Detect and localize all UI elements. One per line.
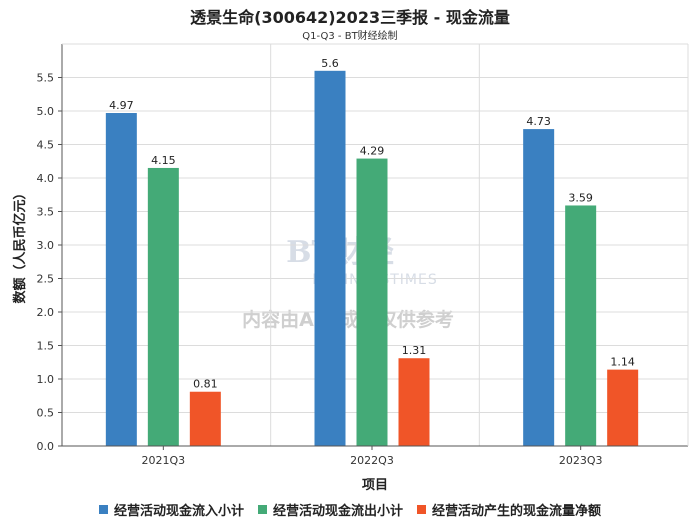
data-label-2022Q3-s1: 4.29 — [360, 145, 385, 158]
x-tick-label: 2022Q3 — [350, 454, 394, 467]
bar-2023Q3-s1 — [565, 205, 597, 446]
y-tick-label: 1.5 — [37, 340, 55, 353]
data-label-2021Q3-s0: 4.97 — [109, 99, 134, 112]
y-tick-label: 0.0 — [37, 440, 55, 453]
watermark-notice: 内容由AI生成，仅供参考 — [242, 308, 454, 331]
legend-swatch-inflow — [98, 505, 108, 514]
data-label-2021Q3-s1: 4.15 — [151, 154, 176, 167]
bar-2022Q3-s1 — [356, 158, 388, 446]
bar-2021Q3-s2 — [189, 391, 221, 446]
chart-title: 透景生命(300642)2023三季报 - 现金流量 — [190, 8, 510, 27]
legend-swatch-net — [417, 505, 426, 514]
y-tick-label: 2.0 — [37, 306, 55, 319]
bar-2023Q3-s0 — [523, 129, 555, 446]
bar-2023Q3-s2 — [607, 369, 639, 446]
data-label-2021Q3-s2: 0.81 — [193, 378, 218, 391]
legend: 经营活动现金流入小计 经营活动现金流出小计 经营活动产生的现金流量净额 — [0, 500, 700, 519]
bar-2021Q3-s1 — [147, 167, 179, 446]
legend-item-net[interactable]: 经营活动产生的现金流量净额 — [417, 500, 601, 519]
y-tick-label: 3.5 — [37, 206, 55, 219]
bar-2022Q3-s2 — [398, 358, 430, 446]
legend-item-outflow[interactable]: 经营活动现金流出小计 — [257, 500, 403, 519]
legend-label-inflow: 经营活动现金流入小计 — [113, 504, 244, 519]
y-tick-label: 3.0 — [37, 239, 55, 252]
y-tick-label: 5.0 — [37, 105, 55, 118]
y-tick-label: 4.0 — [37, 172, 55, 185]
legend-label-net: 经营活动产生的现金流量净额 — [432, 504, 602, 519]
x-axis-label: 项目 — [362, 478, 388, 493]
y-tick-label: 0.5 — [37, 407, 55, 420]
y-tick-label: 5.5 — [37, 72, 55, 85]
data-label-2022Q3-s0: 5.6 — [321, 57, 339, 70]
y-axis-label: 数额（人民币亿元） — [12, 186, 28, 303]
chart-subtitle: Q1-Q3 - BT财经绘制 — [302, 31, 398, 42]
data-label-2023Q3-s1: 3.59 — [568, 191, 593, 204]
legend-swatch-outflow — [257, 505, 267, 514]
x-tick-label: 2021Q3 — [142, 454, 186, 467]
y-tick-label: 1.0 — [37, 373, 55, 386]
y-tick-label: 4.5 — [37, 139, 55, 152]
bar-2022Q3-s0 — [314, 70, 346, 447]
data-label-2023Q3-s2: 1.14 — [610, 356, 635, 369]
legend-label-outflow: 经营活动现金流出小计 — [272, 504, 403, 519]
y-tick-label: 2.5 — [37, 273, 55, 286]
x-tick-label: 2023Q3 — [559, 454, 603, 467]
legend-item-inflow[interactable]: 经营活动现金流入小计 — [98, 500, 244, 519]
data-label-2023Q3-s0: 4.73 — [526, 115, 551, 128]
data-label-2022Q3-s2: 1.31 — [402, 344, 427, 357]
bar-2021Q3-s0 — [105, 113, 137, 446]
